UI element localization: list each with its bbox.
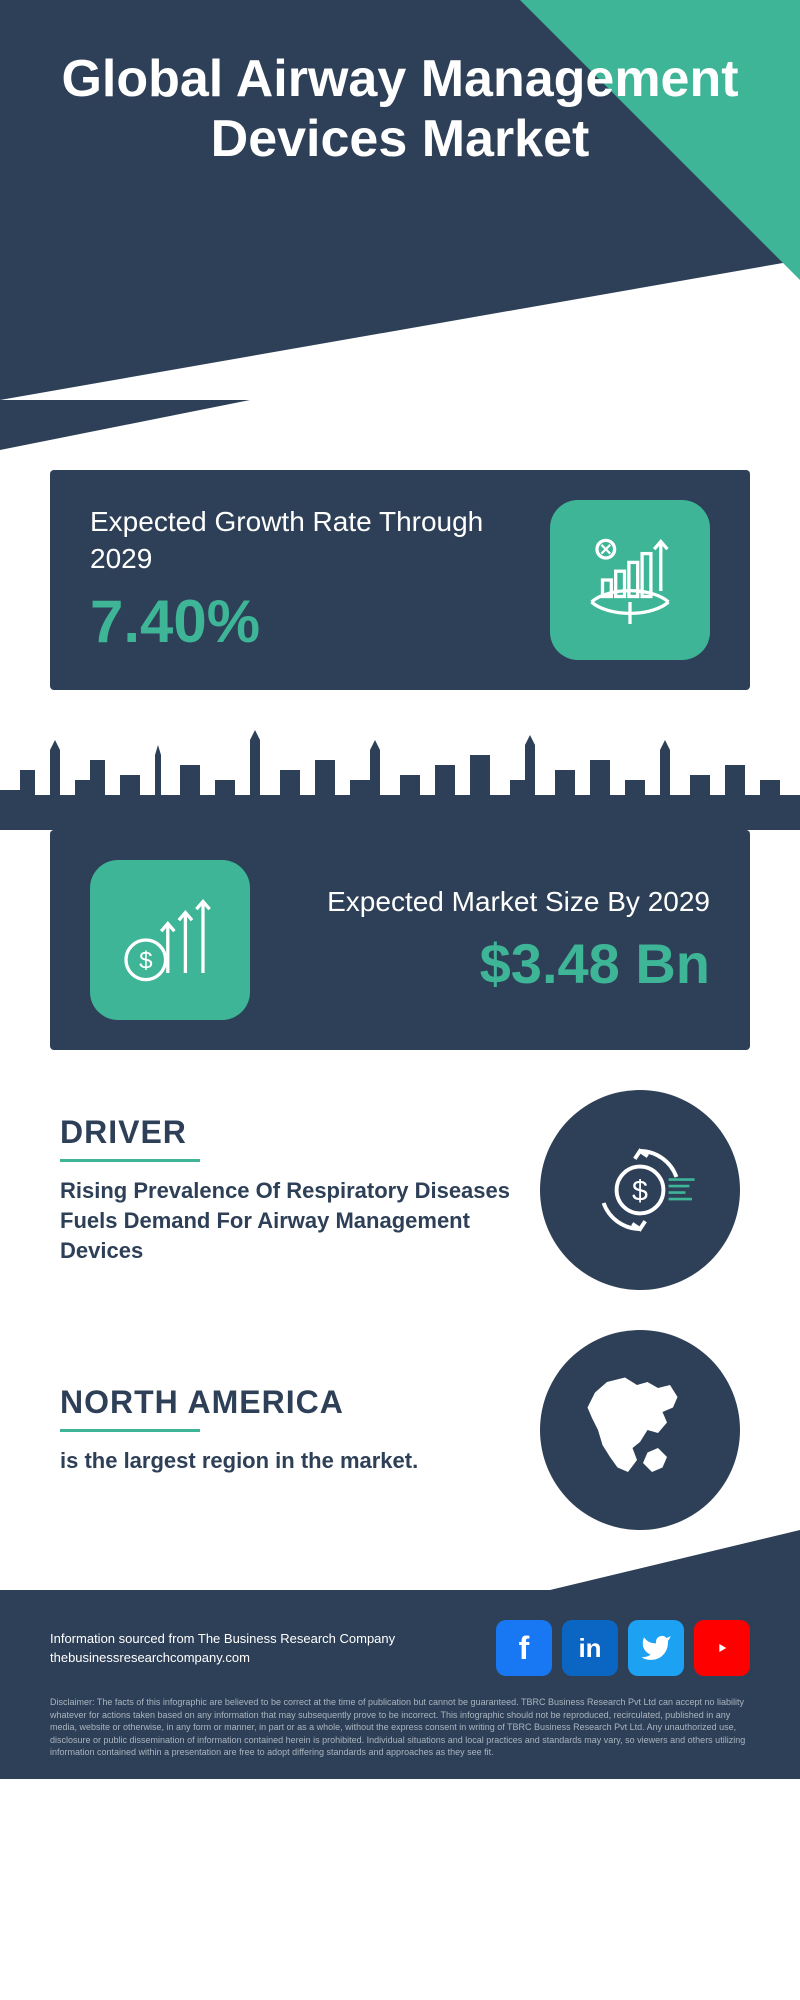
skyline-icon (0, 710, 800, 830)
source-line-1: Information sourced from The Business Re… (50, 1629, 395, 1649)
header-block: Global Airway Management Devices Market (0, 0, 800, 400)
facebook-button[interactable]: f (496, 1620, 552, 1676)
region-underline (60, 1429, 200, 1432)
north-america-map-icon (565, 1355, 715, 1505)
decorative-triangle-strip (0, 400, 800, 450)
region-heading: NORTH AMERICA (60, 1384, 510, 1421)
social-row: f in (496, 1620, 750, 1676)
linkedin-icon: in (578, 1633, 601, 1664)
driver-underline (60, 1159, 200, 1162)
footer-triangle (550, 1530, 800, 1590)
market-size-text: Expected Market Size By 2029 $3.48 Bn (250, 884, 710, 995)
twitter-icon (640, 1632, 672, 1664)
source-line-2: thebusinessresearchcompany.com (50, 1648, 395, 1668)
page-title: Global Airway Management Devices Market (0, 0, 800, 170)
svg-text:$: $ (139, 948, 153, 975)
infographic-root: Global Airway Management Devices Market … (0, 0, 800, 1779)
driver-section: DRIVER Rising Prevalence Of Respiratory … (60, 1090, 740, 1290)
region-section: NORTH AMERICA is the largest region in t… (60, 1330, 740, 1530)
footer: Information sourced from The Business Re… (0, 1590, 800, 1779)
youtube-button[interactable] (694, 1620, 750, 1676)
dollar-up-arrows-icon: $ (115, 885, 225, 995)
twitter-button[interactable] (628, 1620, 684, 1676)
triangle-accent (0, 400, 250, 450)
linkedin-button[interactable]: in (562, 1620, 618, 1676)
market-size-block: $ Expected Market Size By 2029 $3.48 Bn (50, 830, 750, 1050)
growth-chart-globe-icon (575, 525, 685, 635)
facebook-icon: f (519, 1630, 530, 1667)
growth-rate-block: Expected Growth Rate Through 2029 7.40% (50, 470, 750, 690)
driver-icon-circle: $ (540, 1090, 740, 1290)
region-body: is the largest region in the market. (60, 1446, 510, 1476)
region-text: NORTH AMERICA is the largest region in t… (60, 1384, 510, 1476)
market-size-value: $3.48 Bn (250, 931, 710, 996)
disclaimer-text: Disclaimer: The facts of this infographi… (50, 1696, 750, 1759)
footer-source: Information sourced from The Business Re… (50, 1629, 395, 1668)
growth-rate-label: Expected Growth Rate Through 2029 (90, 504, 550, 577)
driver-body: Rising Prevalence Of Respiratory Disease… (60, 1176, 510, 1265)
driver-text: DRIVER Rising Prevalence Of Respiratory … (60, 1114, 510, 1265)
driver-heading: DRIVER (60, 1114, 510, 1151)
youtube-icon (706, 1632, 738, 1664)
growth-rate-text: Expected Growth Rate Through 2029 7.40% (90, 504, 550, 656)
dollar-arrows-icon: $ (90, 860, 250, 1020)
dollar-cycle-icon: $ (575, 1125, 705, 1255)
region-icon-circle (540, 1330, 740, 1530)
footer-top-row: Information sourced from The Business Re… (50, 1620, 750, 1676)
market-size-label: Expected Market Size By 2029 (250, 884, 710, 920)
svg-text:$: $ (632, 1175, 648, 1207)
growth-chart-icon (550, 500, 710, 660)
growth-rate-value: 7.40% (90, 587, 550, 656)
city-skyline (0, 710, 800, 830)
